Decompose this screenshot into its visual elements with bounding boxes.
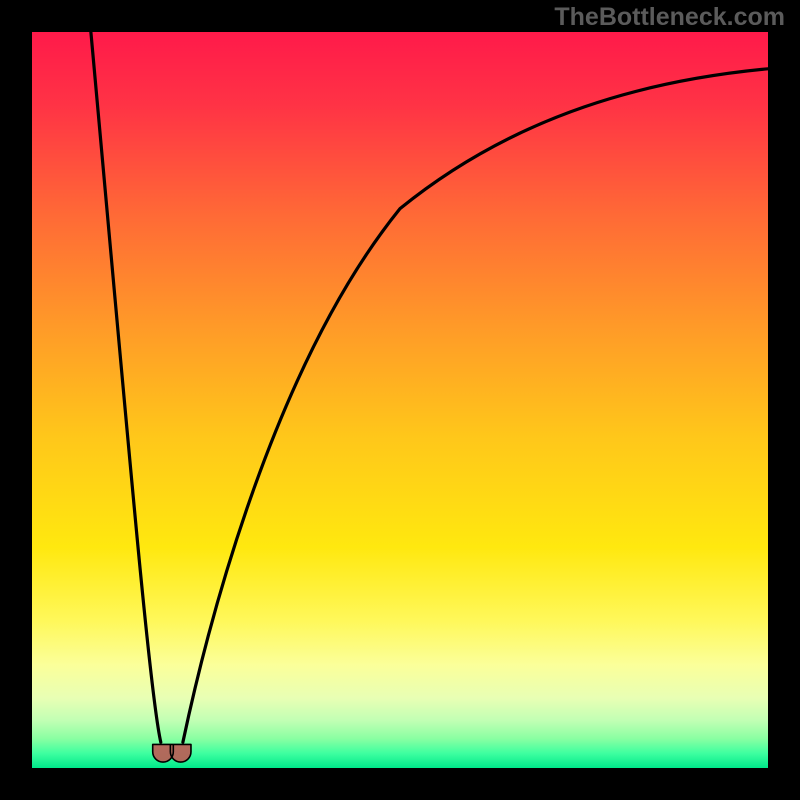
- watermark-text: TheBottleneck.com: [554, 3, 785, 32]
- gradient-background: [32, 32, 768, 768]
- chart-svg: [32, 32, 768, 768]
- plot-area: [32, 32, 768, 768]
- stage: TheBottleneck.com: [0, 0, 800, 800]
